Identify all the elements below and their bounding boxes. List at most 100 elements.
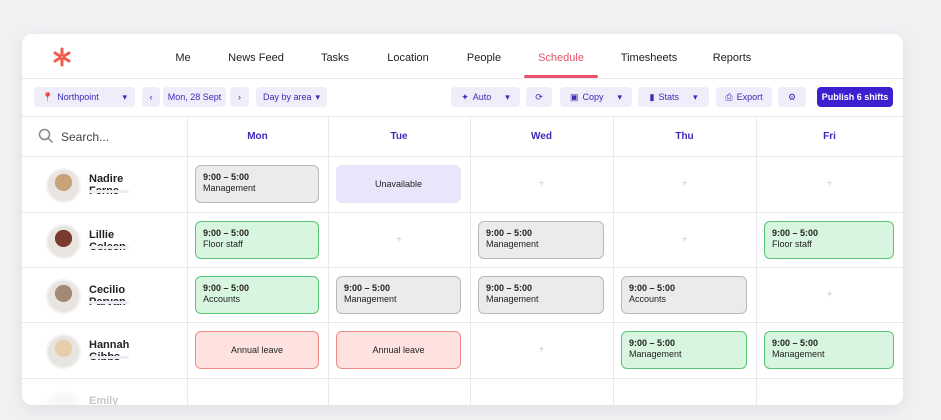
shift-block[interactable]: 9:00 – 5:00 Management — [621, 331, 747, 369]
shift-block[interactable]: 9:00 – 5:00 Management — [478, 276, 604, 314]
search-icon — [38, 128, 54, 144]
refresh-button[interactable]: ⟳ — [526, 87, 552, 107]
add-shift[interactable]: + — [826, 178, 833, 190]
shift-role: Management — [629, 349, 682, 359]
day-header: Fri — [823, 131, 836, 142]
schedule-card: 📍 Northpoint ▾ ‹ Mon, 28 Sept › Day by ar… — [22, 34, 903, 405]
shift-role: Management — [486, 294, 539, 304]
placeholder-bar — [89, 246, 129, 249]
shift-time: 9:00 – 5:00 — [486, 283, 533, 293]
search-placeholder: Search... — [61, 130, 110, 144]
shift-block[interactable]: 9:00 – 5:00 Management — [478, 221, 604, 259]
copy-label: Copy — [582, 92, 604, 102]
employee-name[interactable]: Hannah Gibbs — [89, 339, 130, 363]
add-shift[interactable]: + — [538, 344, 545, 356]
nav-item[interactable]: Schedule — [538, 52, 584, 64]
shift-role: Management — [203, 183, 256, 193]
unavailable-label: Unavailable — [374, 179, 423, 189]
shift-time: 9:00 – 5:00 — [629, 338, 676, 348]
employee-name[interactable]: Emily Stewart — [89, 395, 119, 405]
shift-block[interactable]: 9:00 – 5:00 Floor staff — [195, 221, 319, 259]
leave-label: Annual leave — [230, 345, 284, 355]
active-underline — [524, 75, 598, 78]
shift-block[interactable]: 9:00 – 5:00 Management — [195, 165, 319, 203]
day-header: Thu — [675, 131, 694, 142]
location-label: Northpoint — [57, 92, 99, 102]
shift-time: 9:00 – 5:00 — [203, 172, 250, 182]
avatar — [46, 334, 81, 369]
leave-block[interactable]: Annual leave — [195, 331, 319, 369]
export-button[interactable]: ⎙ Export — [716, 87, 772, 107]
nav-item[interactable]: Timesheets — [620, 52, 678, 64]
search-input[interactable]: Search... — [61, 130, 109, 144]
nav-item[interactable]: Me — [175, 52, 191, 64]
column-divider — [328, 116, 329, 405]
avatar — [46, 279, 81, 314]
shift-time: 9:00 – 5:00 — [772, 338, 819, 348]
shift-block[interactable]: 9:00 – 5:00 Management — [764, 331, 894, 369]
shift-time: 9:00 – 5:00 — [629, 283, 676, 293]
shift-block[interactable]: 9:00 – 5:00 Floor staff — [764, 221, 894, 259]
date-label: Mon, 28 Sept — [167, 92, 222, 102]
column-divider — [756, 116, 757, 405]
nav-item[interactable]: People — [466, 52, 502, 64]
next-button[interactable]: › — [230, 87, 249, 107]
avatar — [46, 224, 81, 259]
shift-role: Management — [486, 239, 539, 249]
nav-item[interactable]: Tasks — [320, 52, 350, 64]
view-select[interactable]: Day by area ▾ — [256, 87, 327, 107]
placeholder-bar — [89, 301, 129, 304]
column-divider — [187, 116, 188, 405]
stats-label: Stats — [658, 92, 679, 102]
leave-label: Annual leave — [372, 345, 425, 355]
leave-block[interactable]: Annual leave — [336, 331, 461, 369]
auto-button[interactable]: ✦ Auto ▾ — [451, 87, 520, 107]
copy-button[interactable]: ▣ Copy ▾ — [560, 87, 632, 107]
shift-time: 9:00 – 5:00 — [486, 228, 533, 238]
auto-label: Auto — [472, 92, 492, 102]
employee-name[interactable]: Cecilio Parvan — [89, 284, 126, 308]
day-header: Mon — [247, 131, 268, 142]
add-shift[interactable]: + — [538, 178, 545, 190]
export-label: Export — [736, 92, 763, 102]
shift-block[interactable]: 9:00 – 5:00 Management — [336, 276, 461, 314]
shift-role: Management — [772, 349, 825, 359]
logo[interactable] — [52, 47, 72, 67]
stats-button[interactable]: ▮ Stats ▾ — [638, 87, 709, 107]
placeholder-bar — [89, 190, 129, 193]
column-divider — [470, 116, 471, 405]
row-divider — [22, 378, 903, 379]
add-shift[interactable]: + — [826, 289, 833, 300]
divider — [22, 116, 903, 117]
shift-time: 9:00 – 5:00 — [203, 283, 250, 293]
view-label: Day by area — [262, 92, 312, 102]
nav-item[interactable]: News Feed — [228, 52, 284, 64]
avatar — [46, 168, 81, 203]
add-shift[interactable]: + — [681, 234, 688, 245]
add-shift[interactable]: + — [681, 178, 688, 190]
employee-name[interactable]: Lillie Coleen — [89, 229, 126, 253]
shift-time: 9:00 – 5:00 — [344, 283, 391, 293]
row-divider — [22, 322, 903, 323]
shift-role: Management — [344, 294, 397, 304]
publish-button[interactable]: Publish 6 shifts — [817, 87, 893, 107]
settings-button[interactable]: ⚙ — [778, 87, 806, 107]
add-shift[interactable]: + — [396, 234, 402, 245]
location-select[interactable]: 📍 Northpoint ▾ — [34, 87, 135, 107]
date-picker[interactable]: Mon, 28 Sept — [163, 87, 226, 107]
nav-item[interactable]: Location — [387, 52, 429, 64]
nav-item[interactable]: Reports — [712, 52, 752, 64]
shift-time: 9:00 – 5:00 — [203, 228, 250, 238]
placeholder-bar — [89, 356, 129, 359]
prev-button[interactable]: ‹ — [142, 87, 160, 107]
shift-role: Floor staff — [772, 239, 812, 249]
avatar — [46, 390, 81, 405]
day-header: Wed — [531, 131, 552, 142]
shift-block[interactable]: 9:00 – 5:00 Accounts — [195, 276, 319, 314]
shift-block[interactable]: 9:00 – 5:00 Accounts — [621, 276, 747, 314]
employee-name[interactable]: Nadire Ferne — [89, 173, 124, 197]
shift-role: Accounts — [629, 294, 667, 304]
publish-label: Publish 6 shifts — [821, 92, 889, 102]
unavailable-block[interactable]: Unavailable — [336, 165, 461, 203]
row-divider — [22, 212, 903, 213]
